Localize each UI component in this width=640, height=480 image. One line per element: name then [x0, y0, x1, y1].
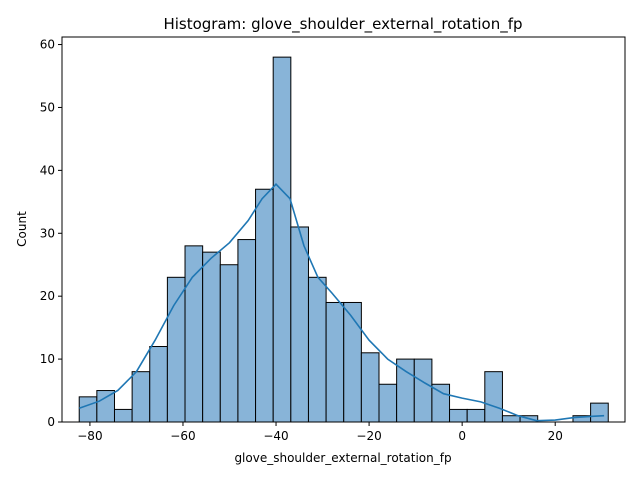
histogram-bar	[237, 239, 257, 423]
histogram-bar	[484, 371, 503, 423]
histogram-bar	[590, 402, 609, 423]
histogram-bar	[290, 226, 309, 423]
histogram-bar	[325, 301, 345, 423]
x-tick-label: −80	[77, 429, 102, 443]
y-tick-label: 50	[40, 100, 55, 114]
histogram-bar	[396, 358, 415, 423]
y-tick-label: 10	[40, 352, 55, 366]
histogram-bar	[360, 352, 380, 423]
x-tick-label: 0	[458, 429, 466, 443]
y-tick-label: 60	[40, 38, 55, 52]
histogram-bar	[466, 408, 486, 423]
x-tick-label: −40	[263, 429, 288, 443]
x-axis-ticks: −80 −60 −40 −20 0 20	[77, 422, 563, 443]
kde-curve	[78, 183, 605, 422]
histogram-bar	[113, 408, 133, 423]
histogram-bar	[149, 346, 168, 423]
histogram-bar	[78, 396, 98, 423]
histogram-bar	[501, 415, 521, 423]
x-tick-label: −60	[170, 429, 195, 443]
x-tick-label: −20	[356, 429, 381, 443]
x-tick-label: 20	[548, 429, 563, 443]
histogram-bar	[219, 264, 239, 423]
y-tick-label: 0	[47, 415, 55, 429]
histogram-bar	[343, 301, 362, 423]
histogram-bar	[131, 371, 151, 423]
x-axis-label: glove_shoulder_external_rotation_fp	[234, 451, 451, 465]
bars-group	[78, 56, 609, 423]
histogram-bar	[272, 56, 292, 423]
histogram-bar	[431, 383, 451, 423]
histogram-bar	[378, 383, 398, 423]
y-axis-ticks: 0 10 20 30 40 50 60	[40, 38, 62, 429]
histogram-bar	[307, 276, 327, 423]
y-axis-label: Count	[15, 211, 29, 247]
histogram-bar	[413, 358, 433, 423]
plot-frame	[61, 36, 626, 423]
y-tick-label: 30	[40, 226, 55, 240]
y-tick-label: 20	[40, 289, 55, 303]
y-tick-label: 40	[40, 163, 55, 177]
histogram-bar	[202, 251, 221, 423]
histogram-bar	[166, 276, 186, 423]
histogram-bar	[96, 390, 115, 423]
histogram-bar	[184, 245, 204, 423]
chart-title: Histogram: glove_shoulder_external_rotat…	[163, 15, 522, 34]
histogram-bar	[255, 188, 274, 423]
histogram-bar	[449, 408, 468, 423]
